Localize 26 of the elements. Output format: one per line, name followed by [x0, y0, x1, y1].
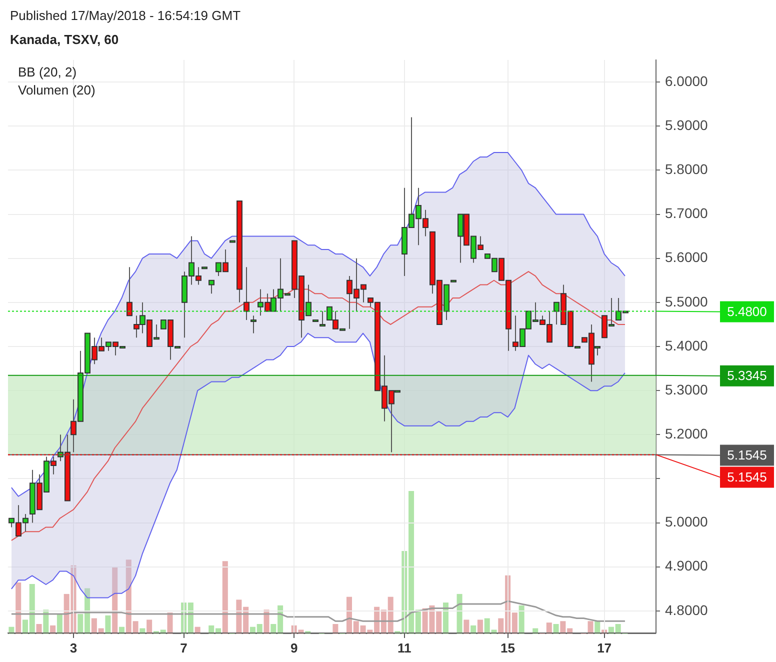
y-tick-label: 5.8000: [665, 161, 708, 178]
chart-title: Kanada, TSXV, 60: [10, 32, 119, 47]
chart-subtitle: Published 17/May/2018 - 16:54:19 GMT: [10, 8, 241, 23]
y-tick-label: 5.3000: [665, 381, 708, 398]
annotation: Volumen (20): [18, 82, 96, 98]
y-tick-label: 5.6000: [665, 249, 708, 266]
x-tick-label: 3: [70, 640, 78, 656]
x-tick-label: 9: [290, 640, 298, 656]
x-tick-label: 7: [180, 640, 188, 656]
ref-line-label: 5.3345: [727, 368, 767, 383]
annotation: BB (20, 2): [18, 64, 77, 80]
y-tick-label: 4.8000: [665, 602, 708, 618]
y-tick-label: 5.0000: [665, 514, 708, 530]
y-tick-label: 5.2000: [665, 426, 708, 442]
ref-line-label: 5.4800: [727, 304, 767, 319]
y-tick-label: 5.5000: [665, 293, 708, 310]
y-tick-label: 5.9000: [665, 116, 708, 133]
ref-line-label: 5.1545: [727, 447, 767, 462]
x-tick-label: 15: [500, 640, 516, 656]
y-tick-label: 6.0000: [665, 72, 708, 89]
y-tick-label: 4.9000: [665, 558, 708, 574]
x-tick-label: 11: [398, 640, 412, 656]
ref-line-label: 5.1545: [727, 469, 767, 484]
y-tick-label: 5.4000: [665, 337, 708, 354]
y-tick-label: 5.7000: [665, 205, 708, 222]
x-tick-label: 17: [597, 640, 612, 656]
